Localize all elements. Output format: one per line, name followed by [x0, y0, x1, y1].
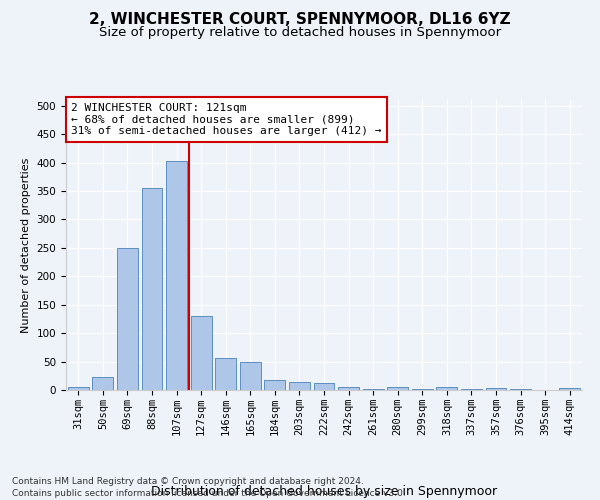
Bar [68, 387, 89, 390]
Bar [412, 389, 433, 390]
Bar [559, 388, 580, 390]
Text: 2 WINCHESTER COURT: 121sqm
← 68% of detached houses are smaller (899)
31% of sem: 2 WINCHESTER COURT: 121sqm ← 68% of deta… [71, 103, 382, 136]
Bar [289, 382, 310, 390]
Bar [338, 386, 359, 390]
Bar [142, 188, 163, 390]
Bar [461, 389, 482, 390]
Bar [240, 362, 261, 390]
Bar [215, 358, 236, 390]
Bar [436, 387, 457, 390]
Text: Contains public sector information licensed under the Open Government Licence v3: Contains public sector information licen… [12, 489, 406, 498]
Bar [485, 388, 506, 390]
Bar [265, 380, 286, 390]
X-axis label: Distribution of detached houses by size in Spennymoor: Distribution of detached houses by size … [151, 485, 497, 498]
Bar [117, 248, 138, 390]
Text: 2, WINCHESTER COURT, SPENNYMOOR, DL16 6YZ: 2, WINCHESTER COURT, SPENNYMOOR, DL16 6Y… [89, 12, 511, 28]
Bar [166, 161, 187, 390]
Bar [191, 316, 212, 390]
Bar [387, 387, 408, 390]
Text: Contains HM Land Registry data © Crown copyright and database right 2024.: Contains HM Land Registry data © Crown c… [12, 478, 364, 486]
Y-axis label: Number of detached properties: Number of detached properties [21, 158, 31, 332]
Bar [92, 378, 113, 390]
Bar [362, 389, 383, 390]
Bar [314, 383, 334, 390]
Text: Size of property relative to detached houses in Spennymoor: Size of property relative to detached ho… [99, 26, 501, 39]
